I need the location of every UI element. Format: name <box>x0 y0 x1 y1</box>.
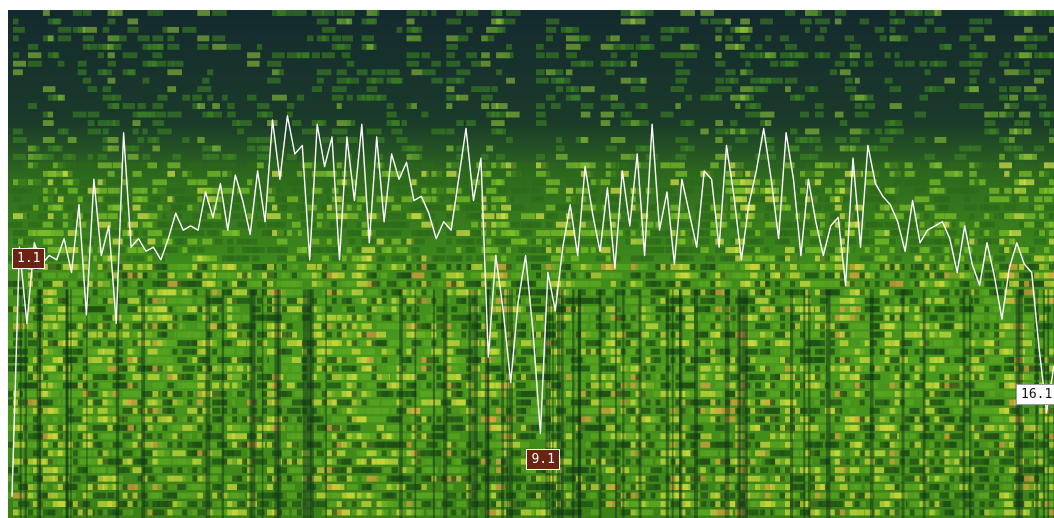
annotation-label: 16.1 <box>1016 383 1054 405</box>
series-line <box>11 115 1054 497</box>
annotation-label: 1.1 <box>12 248 46 269</box>
spectrogram-texture <box>8 10 1054 518</box>
chart-svg <box>8 10 1054 518</box>
spectrogram-chart: 1.1 9.1 16.1 <box>8 10 1054 518</box>
annotation-label: 9.1 <box>526 449 560 471</box>
